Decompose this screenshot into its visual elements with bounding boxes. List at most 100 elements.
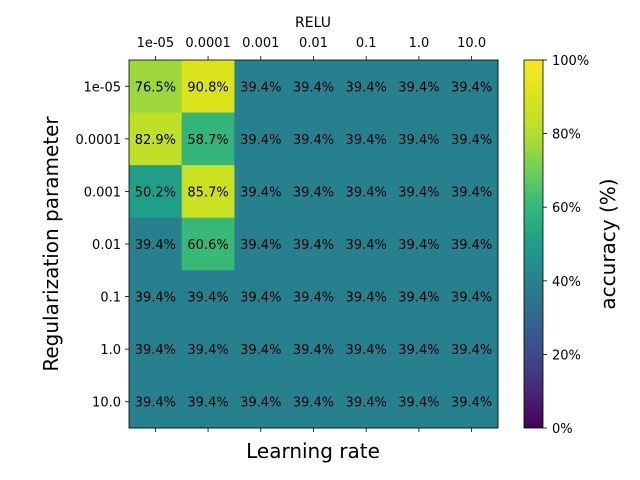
cell-value-label: 50.2% xyxy=(135,185,176,200)
cell-value-label: 39.4% xyxy=(398,291,439,306)
colorbar-tick-label: 100% xyxy=(552,54,589,69)
cell-value-label: 39.4% xyxy=(293,396,334,411)
cell-value-label: 90.8% xyxy=(187,80,228,95)
cell-value-label: 39.4% xyxy=(240,396,281,411)
heatmap-cell xyxy=(129,112,183,166)
heatmap-cell xyxy=(181,270,235,324)
heatmap-cell xyxy=(392,165,446,219)
heatmap-cell xyxy=(234,375,288,429)
heatmap-cell xyxy=(339,375,394,429)
heatmap-cell xyxy=(445,165,499,219)
x-tick-label: 0.01 xyxy=(299,36,328,51)
cell-value-label: 39.4% xyxy=(293,133,334,148)
heatmap-cell xyxy=(392,322,446,376)
heatmap-cell xyxy=(445,375,499,429)
heatmap-cell xyxy=(181,217,235,271)
heatmap-cell xyxy=(129,217,183,271)
heatmap-cell xyxy=(181,165,235,219)
heatmap-cell xyxy=(287,165,341,219)
cell-value-label: 76.5% xyxy=(135,80,176,95)
cell-value-label: 39.4% xyxy=(451,80,492,95)
heatmap-cell xyxy=(445,322,499,376)
x-tick-label: 1.0 xyxy=(409,36,430,51)
cell-value-label: 39.4% xyxy=(451,291,492,306)
cell-value-label: 39.4% xyxy=(451,238,492,253)
cell-value-label: 39.4% xyxy=(346,133,387,148)
colorbar-tick-label: 40% xyxy=(552,275,581,290)
cell-value-label: 39.4% xyxy=(398,238,439,253)
x-axis-bottom-ticks xyxy=(154,428,473,432)
heatmap-cell xyxy=(287,217,341,271)
heatmap-cell xyxy=(339,60,394,114)
x-axis-ticks: 1e-05 0.0001 0.001 0.01 0.1 1.0 10.0 xyxy=(137,36,486,60)
cell-value-label: 39.4% xyxy=(398,343,439,358)
x-tick-label: 1e-05 xyxy=(137,36,175,51)
cell-value-label: 39.4% xyxy=(135,396,176,411)
heatmap-cell xyxy=(181,60,235,114)
heatmap-cell xyxy=(445,112,499,166)
y-tick-label: 0.0001 xyxy=(76,133,122,148)
y-tick-label: 0.001 xyxy=(84,185,121,200)
y-tick-label: 0.1 xyxy=(100,291,121,306)
heatmap-cell xyxy=(129,322,183,376)
colorbar-tick-label: 60% xyxy=(552,201,581,216)
cell-value-label: 82.9% xyxy=(135,133,176,148)
cell-value-label: 39.4% xyxy=(451,343,492,358)
colorbar-ticks: 0% 20% 40% 60% 80% 100% xyxy=(543,54,589,437)
heatmap-cell xyxy=(392,60,446,114)
cell-value-label: 39.4% xyxy=(293,343,334,358)
cell-value-label: 39.4% xyxy=(240,343,281,358)
heatmap-cell xyxy=(129,165,183,219)
y-tick-label: 1.0 xyxy=(100,343,121,358)
cell-value-label: 39.4% xyxy=(187,343,228,358)
cell-value-label: 39.4% xyxy=(293,238,334,253)
heatmap-cell xyxy=(234,322,288,376)
cell-value-label: 39.4% xyxy=(135,343,176,358)
y-tick-label: 1e-05 xyxy=(83,80,121,95)
heatmap-cell xyxy=(339,322,394,376)
heatmap-cell xyxy=(339,270,394,324)
cell-value-label: 39.4% xyxy=(346,238,387,253)
y-tick-label: 10.0 xyxy=(92,396,121,411)
cell-value-label: 39.4% xyxy=(240,185,281,200)
heatmap-cell xyxy=(287,270,341,324)
cell-value-label: 39.4% xyxy=(398,133,439,148)
x-tick-label: 0.0001 xyxy=(185,36,231,51)
heatmap-cells: 76.5% 90.8% 39.4% 39.4% 39.4% 39.4% 39.4% 82.9%… xyxy=(129,60,499,429)
y-tick-label: 0.01 xyxy=(92,238,121,253)
heatmap-cell xyxy=(234,60,288,114)
cell-value-label: 39.4% xyxy=(293,80,334,95)
colorbar xyxy=(523,59,544,429)
cell-value-label: 39.4% xyxy=(398,185,439,200)
cell-value-label: 39.4% xyxy=(346,343,387,358)
cell-value-label: 39.4% xyxy=(346,291,387,306)
cell-value-label: 39.4% xyxy=(346,396,387,411)
heatmap-cell xyxy=(181,322,235,376)
cell-value-label: 39.4% xyxy=(240,133,281,148)
heatmap-cell xyxy=(234,270,288,324)
chart-title: RELU xyxy=(295,15,331,31)
heatmap-cell xyxy=(287,112,341,166)
x-tick-label: 10.0 xyxy=(457,36,486,51)
cell-value-label: 39.4% xyxy=(293,185,334,200)
heatmap-cell xyxy=(445,60,499,114)
heatmap-cell xyxy=(445,217,499,271)
cell-value-label: 39.4% xyxy=(187,396,228,411)
heatmap-cell xyxy=(392,217,446,271)
heatmap-cell xyxy=(234,112,288,166)
colorbar-tick-label: 80% xyxy=(552,128,581,143)
heatmap-cell xyxy=(445,270,499,324)
heatmap-cell xyxy=(129,375,183,429)
cell-value-label: 39.4% xyxy=(346,80,387,95)
heatmap-cell xyxy=(392,375,446,429)
y-axis-ticks: 1e-05 0.0001 0.001 0.01 0.1 1.0 10.0 xyxy=(76,80,129,411)
heatmap-cell xyxy=(392,270,446,324)
x-axis-label: Learning rate xyxy=(246,439,380,463)
heatmap-cell xyxy=(287,322,341,376)
heatmap-cell xyxy=(339,217,394,271)
heatmap-cell xyxy=(181,112,235,166)
colorbar-label: accuracy (%) xyxy=(596,178,620,309)
cell-value-label: 85.7% xyxy=(187,185,228,200)
y-axis-label: Regularization parameter xyxy=(39,116,63,372)
